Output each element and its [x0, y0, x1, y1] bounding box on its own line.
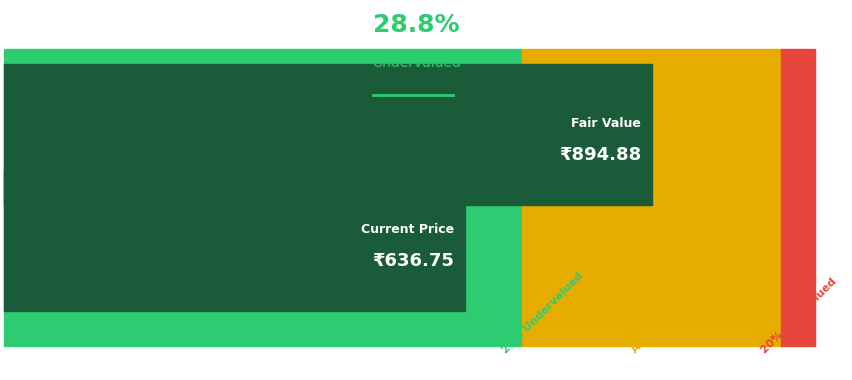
Text: ₹636.75: ₹636.75	[371, 252, 453, 270]
Text: ₹894.88: ₹894.88	[558, 146, 640, 164]
Text: About Right: About Right	[630, 295, 689, 355]
Text: 28.8%: 28.8%	[372, 13, 459, 38]
Text: 20% Undervalued: 20% Undervalued	[500, 270, 584, 355]
Text: Current Price: Current Price	[360, 223, 453, 236]
Bar	[4, 169, 464, 311]
Bar	[780, 49, 814, 346]
Text: Undervalued: Undervalued	[372, 56, 461, 70]
Bar	[4, 49, 521, 346]
Text: Fair Value: Fair Value	[571, 117, 640, 130]
Bar	[4, 63, 651, 205]
Bar	[521, 49, 780, 346]
Text: 20% Overvalued: 20% Overvalued	[759, 276, 838, 355]
